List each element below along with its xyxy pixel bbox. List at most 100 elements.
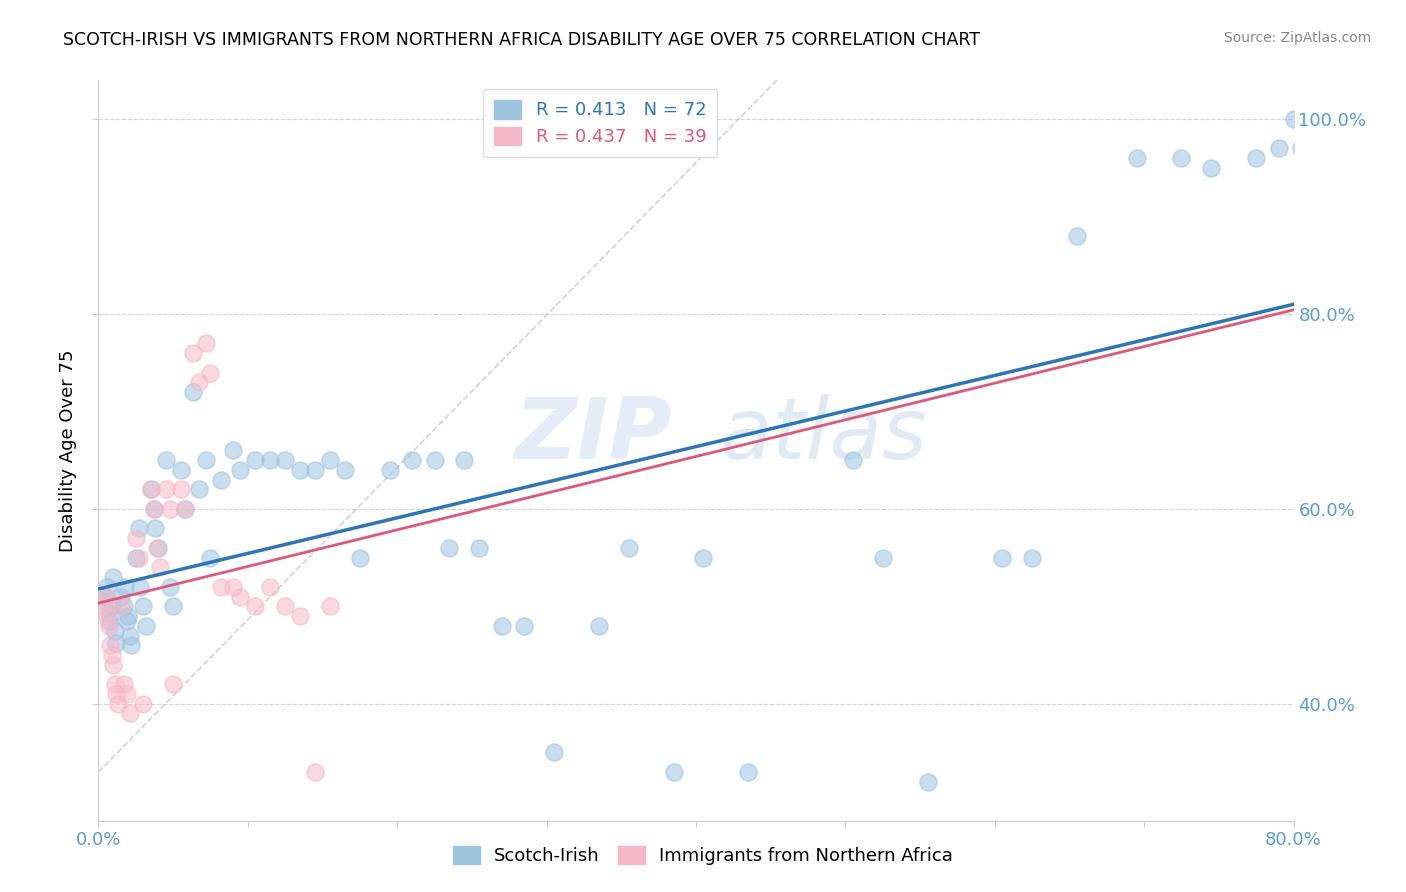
Point <box>91 594 114 608</box>
Point <box>439 541 461 555</box>
Point <box>104 677 127 691</box>
Point <box>105 636 128 650</box>
Point <box>118 706 141 721</box>
Point <box>319 453 342 467</box>
Point <box>187 376 209 390</box>
Point <box>187 483 209 497</box>
Point <box>96 580 118 594</box>
Point <box>222 443 245 458</box>
Point <box>1201 161 1223 175</box>
Point <box>110 599 132 614</box>
Point <box>169 483 191 497</box>
Point <box>288 609 311 624</box>
Point <box>1244 151 1267 165</box>
Point <box>132 697 155 711</box>
Point <box>274 453 297 467</box>
Point <box>120 638 142 652</box>
Point <box>543 746 565 760</box>
Point <box>304 764 326 779</box>
Point <box>401 453 423 467</box>
Point <box>128 521 150 535</box>
Point <box>98 638 122 652</box>
Point <box>132 599 155 614</box>
Point <box>453 453 475 467</box>
Point <box>229 590 252 604</box>
Point <box>128 550 150 565</box>
Text: atlas: atlas <box>720 394 928 477</box>
Point <box>349 550 371 565</box>
Point <box>468 541 491 555</box>
Point <box>245 599 267 614</box>
Point <box>195 336 218 351</box>
Point <box>155 483 177 497</box>
Point <box>692 550 714 565</box>
Point <box>333 463 356 477</box>
Point <box>181 346 204 360</box>
Point <box>209 473 232 487</box>
Point <box>169 463 191 477</box>
Point <box>105 687 128 701</box>
Point <box>103 570 125 584</box>
Text: Source: ZipAtlas.com: Source: ZipAtlas.com <box>1223 31 1371 45</box>
Legend: Scotch-Irish, Immigrants from Northern Africa: Scotch-Irish, Immigrants from Northern A… <box>444 837 962 874</box>
Point <box>112 677 135 691</box>
Point <box>118 629 141 643</box>
Point <box>195 453 218 467</box>
Text: ZIP: ZIP <box>515 394 672 477</box>
Point <box>245 453 267 467</box>
Point <box>142 502 165 516</box>
Point <box>115 614 138 628</box>
Point <box>96 609 118 624</box>
Point <box>513 619 536 633</box>
Point <box>142 502 165 516</box>
Point <box>162 599 184 614</box>
Point <box>103 657 125 672</box>
Point <box>107 697 129 711</box>
Point <box>159 502 181 516</box>
Point <box>110 590 132 604</box>
Point <box>174 502 197 516</box>
Point <box>159 580 181 594</box>
Point <box>139 483 162 497</box>
Point <box>1021 550 1043 565</box>
Point <box>162 677 184 691</box>
Point <box>229 463 252 477</box>
Point <box>991 550 1014 565</box>
Point <box>288 463 311 477</box>
Point <box>423 453 446 467</box>
Point <box>200 366 222 380</box>
Point <box>94 590 117 604</box>
Point <box>125 550 148 565</box>
Point <box>101 599 124 614</box>
Point <box>98 607 122 621</box>
Point <box>174 502 197 516</box>
Point <box>117 609 139 624</box>
Point <box>259 453 281 467</box>
Point <box>917 774 939 789</box>
Point <box>97 614 120 628</box>
Point <box>304 463 326 477</box>
Point <box>91 599 114 614</box>
Point <box>129 580 152 594</box>
Point <box>617 541 640 555</box>
Point <box>143 521 166 535</box>
Point <box>101 648 124 662</box>
Point <box>148 541 170 555</box>
Point <box>491 619 513 633</box>
Point <box>115 687 138 701</box>
Point <box>145 541 167 555</box>
Text: SCOTCH-IRISH VS IMMIGRANTS FROM NORTHERN AFRICA DISABILITY AGE OVER 75 CORRELATI: SCOTCH-IRISH VS IMMIGRANTS FROM NORTHERN… <box>63 31 980 49</box>
Point <box>149 560 172 574</box>
Point <box>1170 151 1192 165</box>
Point <box>588 619 610 633</box>
Point <box>139 483 162 497</box>
Point <box>209 580 232 594</box>
Point <box>135 619 157 633</box>
Point <box>1267 141 1289 155</box>
Point <box>94 590 117 604</box>
Point <box>125 531 148 545</box>
Point <box>737 764 759 779</box>
Point <box>259 580 281 594</box>
Point <box>1125 151 1147 165</box>
Point <box>1282 112 1305 127</box>
